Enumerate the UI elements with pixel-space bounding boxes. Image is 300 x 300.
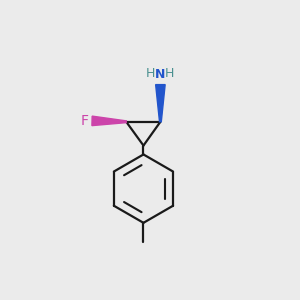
Text: F: F xyxy=(81,114,88,128)
Polygon shape xyxy=(156,85,165,122)
Polygon shape xyxy=(92,116,126,126)
Text: H: H xyxy=(165,67,175,80)
Text: H: H xyxy=(146,67,156,80)
Text: N: N xyxy=(155,68,166,81)
